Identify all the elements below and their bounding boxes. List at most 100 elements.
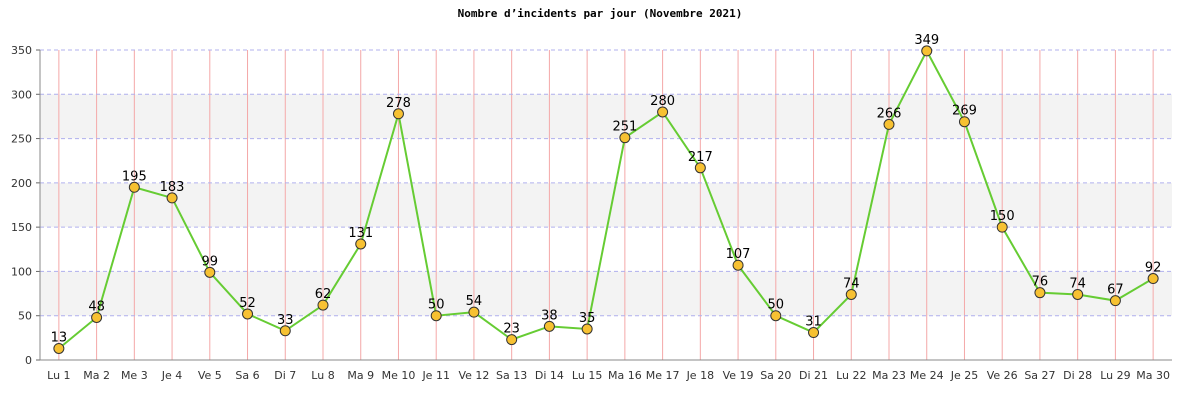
data-label: 50 <box>428 298 445 313</box>
y-tick-label: 250 <box>11 133 32 146</box>
data-label: 92 <box>1145 261 1162 276</box>
x-tick-label: Lu 15 <box>572 369 602 382</box>
x-tick-label: Di 28 <box>1063 369 1092 382</box>
x-tick-label: Lu 22 <box>836 369 866 382</box>
data-point <box>694 162 706 174</box>
x-tick-label: Je 25 <box>950 369 979 382</box>
data-point <box>430 310 442 322</box>
data-point <box>845 288 857 300</box>
data-label: 217 <box>688 150 713 165</box>
x-tick-label: Me 3 <box>121 369 148 382</box>
data-label: 183 <box>160 180 185 195</box>
x-tick-label: Lu 8 <box>311 369 334 382</box>
x-tick-label: Ma 2 <box>83 369 110 382</box>
chart-title: Nombre d’incidents par jour (Novembre 20… <box>458 7 743 20</box>
data-label: 48 <box>88 299 105 314</box>
data-label: 251 <box>612 120 637 135</box>
data-label: 107 <box>726 247 751 262</box>
data-point <box>996 221 1008 233</box>
data-point <box>808 327 820 339</box>
x-tick-label: Ve 12 <box>458 369 489 382</box>
data-label: 13 <box>51 330 68 345</box>
data-point <box>732 259 744 271</box>
data-point <box>468 306 480 318</box>
x-tick-label: Sa 27 <box>1024 369 1055 382</box>
data-label: 23 <box>503 322 520 337</box>
data-label: 280 <box>650 94 675 109</box>
data-label: 31 <box>805 315 822 330</box>
data-point <box>128 181 140 193</box>
data-point <box>317 299 329 311</box>
data-label: 76 <box>1032 275 1049 290</box>
data-label: 99 <box>202 254 219 269</box>
data-point <box>53 342 65 354</box>
data-point <box>770 310 782 322</box>
y-tick-label: 300 <box>11 88 32 101</box>
x-tick-label: Lu 29 <box>1100 369 1130 382</box>
x-tick-label: Me 24 <box>910 369 944 382</box>
data-point <box>619 132 631 144</box>
data-point <box>657 106 669 118</box>
data-label: 195 <box>122 169 147 184</box>
x-tick-label: Lu 1 <box>47 369 70 382</box>
data-point <box>543 320 555 332</box>
data-label: 35 <box>579 311 596 326</box>
data-label: 150 <box>990 209 1015 224</box>
x-tick-label: Me 10 <box>382 369 416 382</box>
data-point <box>355 238 367 250</box>
data-point <box>1072 288 1084 300</box>
data-label: 278 <box>386 96 411 111</box>
data-label: 33 <box>277 313 294 328</box>
x-tick-label: Je 4 <box>161 369 183 382</box>
data-point <box>921 45 933 57</box>
x-tick-label: Je 18 <box>686 369 715 382</box>
data-label: 38 <box>541 308 558 323</box>
data-label: 269 <box>952 104 977 119</box>
data-label: 74 <box>1069 276 1086 291</box>
x-tick-label: Ma 23 <box>872 369 906 382</box>
y-tick-label: 200 <box>11 177 32 190</box>
y-tick-label: 0 <box>25 354 32 367</box>
x-tick-label: Je 11 <box>421 369 450 382</box>
data-label: 67 <box>1107 283 1124 298</box>
x-tick-label: Ve 5 <box>198 369 222 382</box>
x-tick-label: Ve 26 <box>987 369 1018 382</box>
x-tick-label: Sa 13 <box>496 369 527 382</box>
data-label: 52 <box>239 296 256 311</box>
data-label: 74 <box>843 276 860 291</box>
data-point <box>1147 273 1159 285</box>
data-point <box>883 118 895 130</box>
x-tick-label: Sa 20 <box>760 369 791 382</box>
data-point <box>581 323 593 335</box>
data-point <box>166 192 178 204</box>
data-point <box>204 266 216 278</box>
x-tick-label: Di 21 <box>799 369 828 382</box>
x-tick-label: Di 14 <box>535 369 564 382</box>
x-tick-label: Ma 30 <box>1136 369 1170 382</box>
x-tick-label: Ve 19 <box>723 369 754 382</box>
plot-band <box>40 182 1172 228</box>
x-tick-label: Sa 6 <box>235 369 259 382</box>
plot-band <box>40 94 1172 139</box>
data-point <box>1109 295 1121 307</box>
data-point <box>91 311 103 323</box>
x-tick-label: Ma 16 <box>608 369 642 382</box>
y-tick-label: 100 <box>11 265 32 278</box>
x-tick-label: Di 7 <box>274 369 296 382</box>
data-label: 349 <box>914 33 939 48</box>
x-tick-label: Me 17 <box>646 369 680 382</box>
data-label: 131 <box>348 226 373 241</box>
y-tick-label: 50 <box>18 310 32 323</box>
data-point <box>279 325 291 337</box>
data-label: 62 <box>315 287 332 302</box>
data-point <box>242 308 254 320</box>
data-line <box>58 48 1154 350</box>
data-point <box>506 334 518 346</box>
data-point <box>1034 287 1046 299</box>
data-label: 266 <box>877 106 902 121</box>
x-tick-label: Ma 9 <box>347 369 374 382</box>
data-label: 50 <box>768 298 785 313</box>
data-point <box>958 116 970 128</box>
